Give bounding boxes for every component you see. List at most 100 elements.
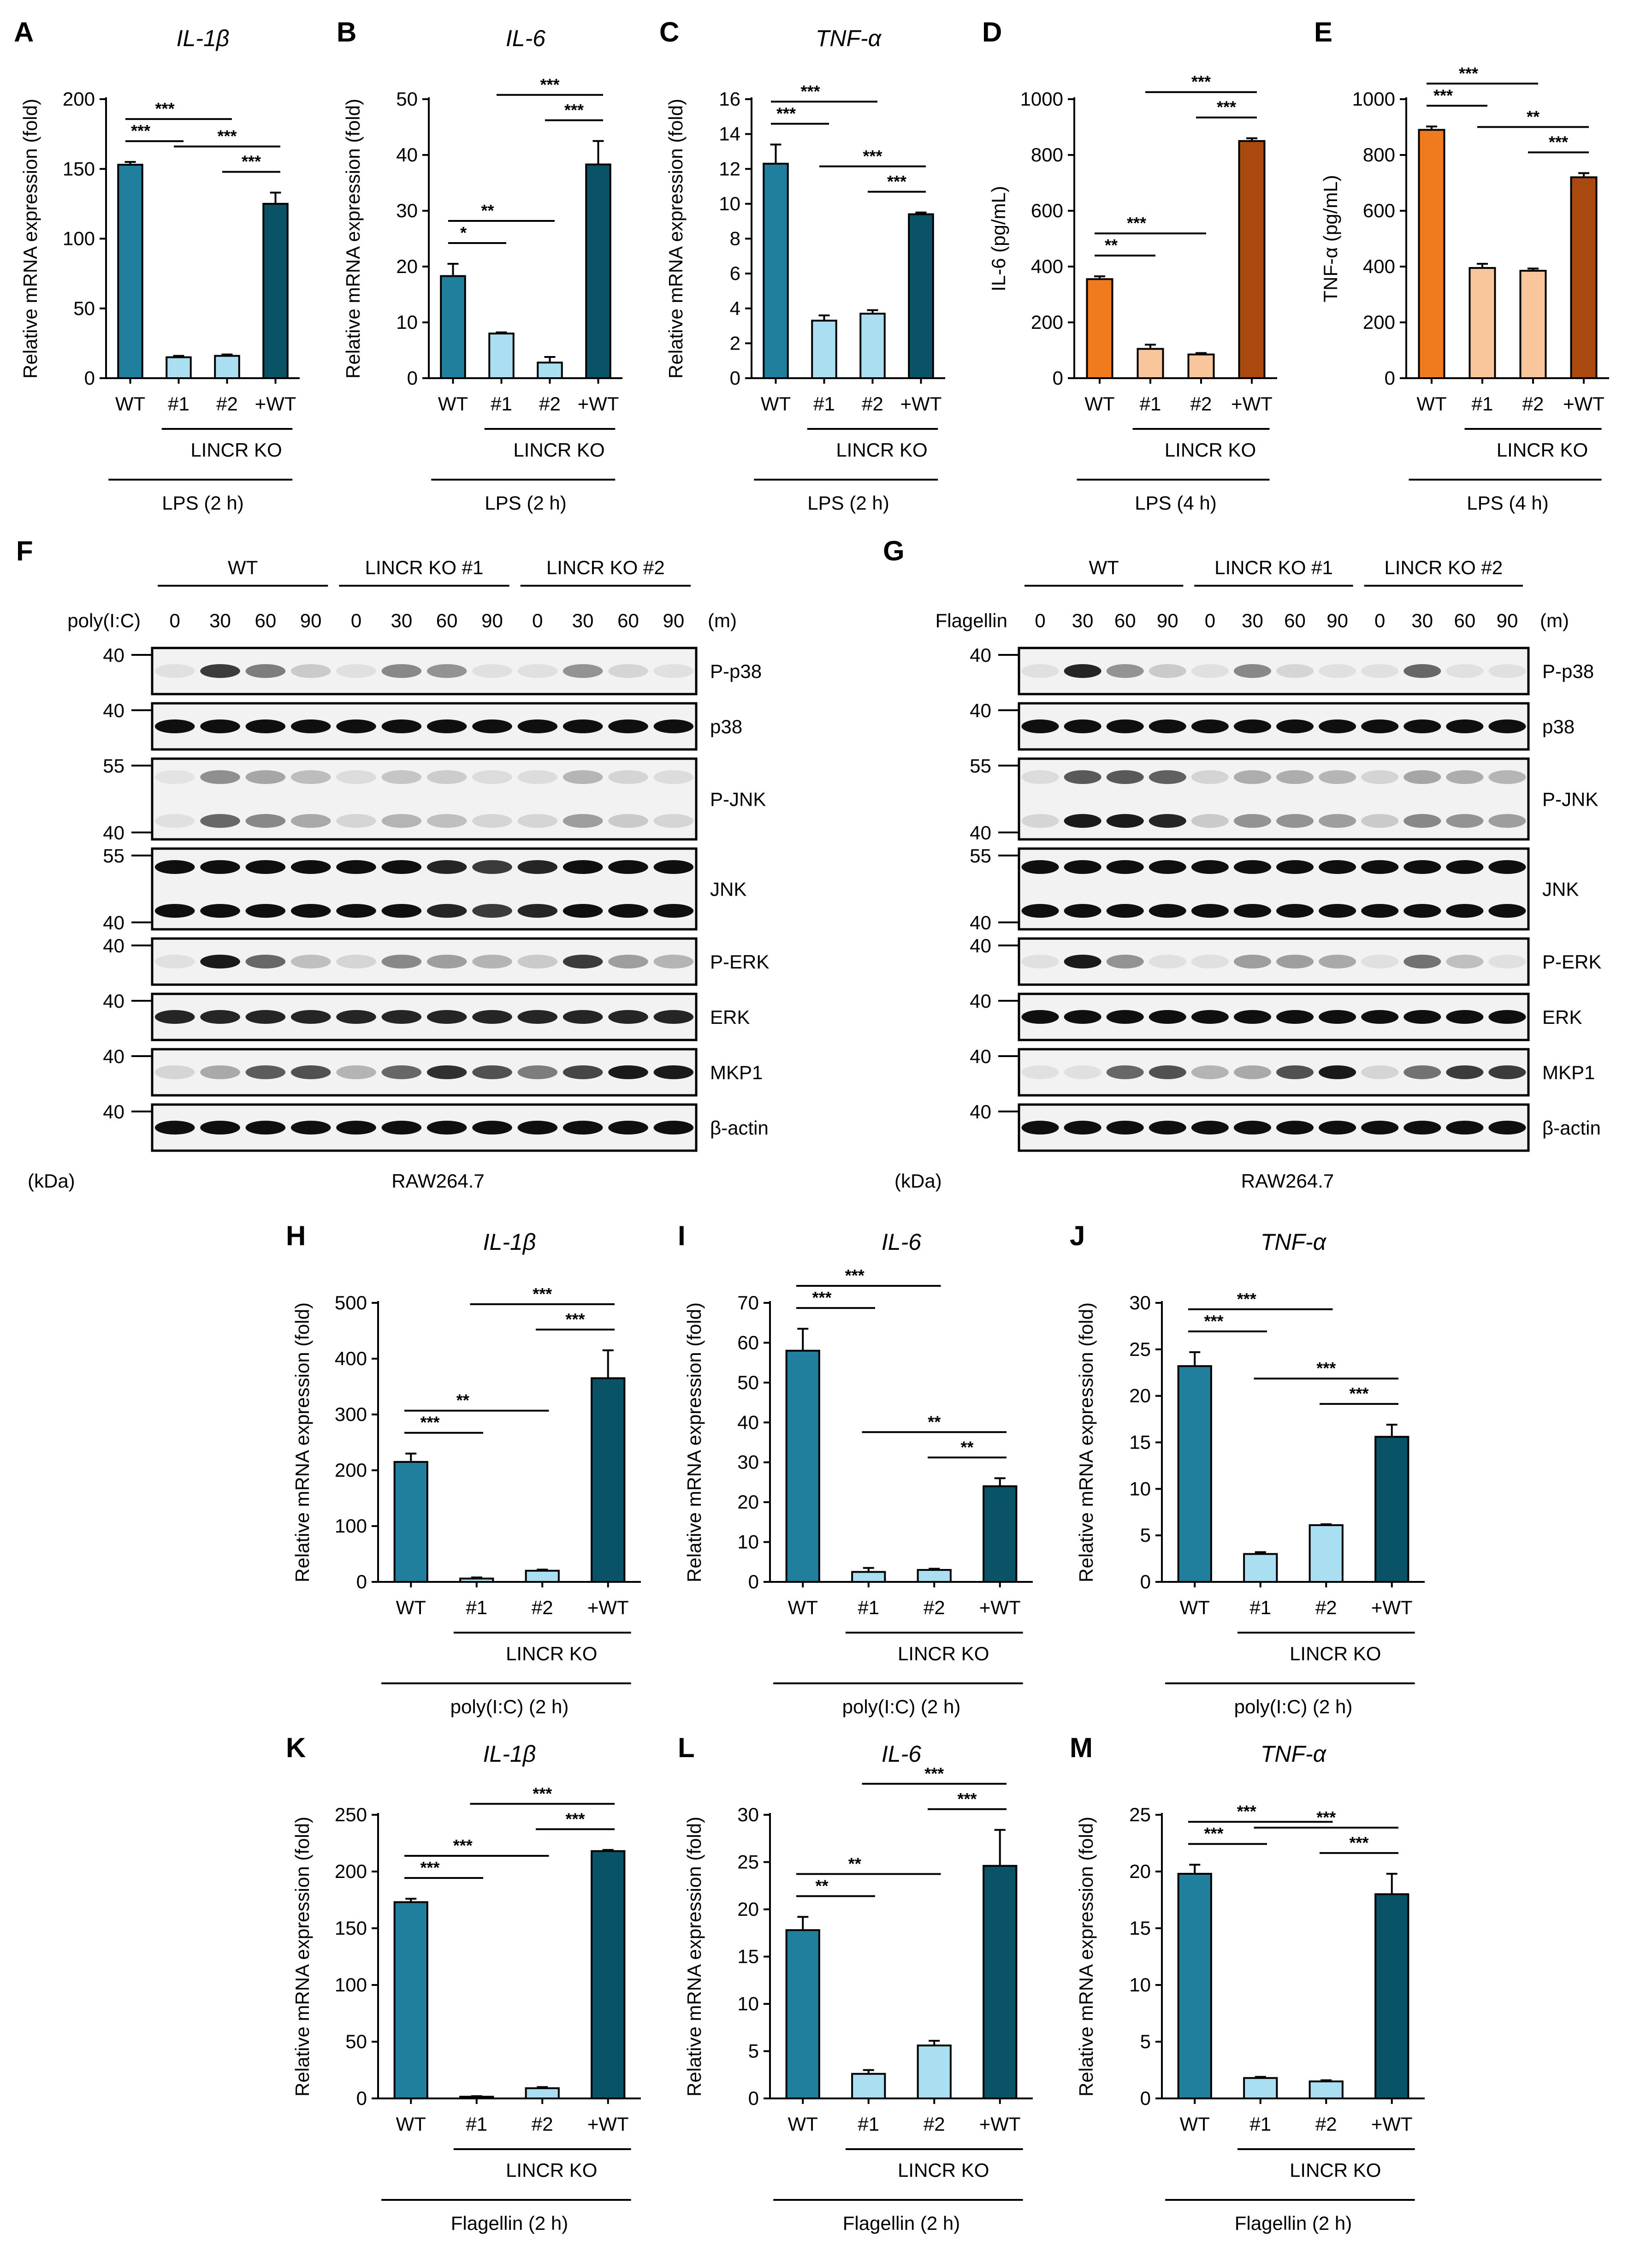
y-tick-label: 50 [396,88,418,110]
panel-letter: F [16,535,33,566]
blot-band [1446,860,1484,874]
blot-band [1361,904,1399,918]
blot-group-label: WT [1089,557,1119,578]
bar-2 [525,2087,560,2099]
blot-band [517,770,558,784]
blot-band [1361,664,1399,678]
panel-letter: G [883,535,905,566]
blot-band [1233,1065,1271,1079]
panel-j: J TNF-α Relative mRNA expression (fold) 0 5 1… [1056,1218,1448,1734]
blot-row-label: P-ERK [1542,951,1601,973]
y-tick-label: 300 [335,1403,367,1425]
blot-row-box [151,1103,698,1152]
y-tick-label: 200 [335,1459,367,1481]
blot-band [1233,814,1271,828]
y-tick-label: 10 [1129,1974,1151,1996]
blot-band [154,955,195,969]
y-tick-label: 20 [737,1898,759,1920]
x-tick-label: #1 [1249,2113,1271,2135]
panel-letter: M [1070,1732,1093,1763]
x-tick-label: #1 [1472,393,1493,415]
kda-marker-label: 40 [970,912,991,933]
panel-letter: J [1070,1220,1085,1251]
bar-wt [393,1901,428,2099]
blot-band [563,719,603,733]
blot-band [1064,814,1101,828]
group-label: LINCR KO [1290,2159,1381,2181]
significance-label: *** [420,1858,439,1877]
blot-band [200,955,240,969]
significance-label: *** [1204,1312,1223,1331]
blot-row-label: JNK [1542,879,1579,900]
x-tick-label: +WT [1371,1597,1413,1618]
blot-band [154,1065,195,1079]
blot-band [336,904,376,918]
blot-band [1233,955,1271,969]
blot-band [1233,770,1271,784]
bar-1 [1468,267,1496,380]
bar-wt [262,202,289,379]
significance-label: *** [1127,214,1146,232]
blot-band [290,1065,331,1079]
blot-band [608,860,648,874]
kda-marker-label: 40 [970,990,991,1012]
y-tick-label: 0 [730,367,740,389]
blot-band [1403,719,1441,733]
blot-band [381,1010,422,1024]
y-tick-label: 200 [335,1860,367,1882]
blot-band [1446,904,1484,918]
significance-label: * [460,223,467,242]
blot-row-label: P-JNK [1542,789,1598,810]
y-tick-label: 400 [335,1348,367,1369]
bar-wt [785,1349,820,1583]
y-tick-label: 100 [335,1974,367,1996]
group-label: LINCR KO [190,439,282,461]
blot-band [1361,814,1399,828]
panel-letter: C [659,17,679,48]
significance-label: *** [155,99,174,118]
x-tick-label: #2 [862,393,883,415]
blot-band [1319,664,1356,678]
kda-marker-label: 40 [103,935,124,957]
blot-g: G WT LINCR KO #1 LINCR KO #2 Flagellin 0 30 60 9… [883,535,1601,1192]
blot-band [1021,719,1059,733]
y-tick-label: 0 [748,2087,759,2109]
blot-band [1276,770,1314,784]
bar-2 [1309,2080,1344,2099]
y-tick-label: 200 [1363,311,1395,333]
y-tick-label: 16 [719,88,740,110]
y-tick-label: 400 [1031,256,1063,277]
blot-row-label: ERK [710,1006,750,1028]
bar-1 [488,333,515,380]
blot-band [1149,955,1186,969]
blot-band [563,664,603,678]
kda-marker-label: 40 [103,912,124,933]
y-tick-label: 10 [396,311,418,333]
chart-a: A IL-1β Relative mRNA expression (fold) 0 50… [14,17,300,514]
y-tick-label: 5 [748,2040,759,2062]
x-tick-label: #2 [1315,1597,1337,1618]
blot-band [1149,1065,1186,1079]
kda-marker-label: 55 [970,755,991,777]
blot-band [1319,1065,1356,1079]
blot-band [517,955,558,969]
chart-i: I IL-6 Relative mRNA expression (fold) 0 10 2… [678,1220,1033,1717]
chart-k: K IL-1β Relative mRNA expression (fold) 0 50… [286,1732,641,2234]
significance-label: *** [131,121,150,140]
group-label: LINCR KO [1165,439,1256,461]
timepoint-label: 60 [1454,610,1476,631]
blot-band [1403,770,1441,784]
blot-band [472,664,512,678]
significance-label: *** [565,1809,585,1828]
panel-c: C TNF-α Relative mRNA expression (fold) 0 2 4… [645,14,968,530]
significance-label: ** [456,1391,469,1410]
y-tick-label: 100 [335,1515,367,1537]
significance-label: *** [1349,1833,1368,1852]
blot-band [426,1065,467,1079]
timepoint-label: 60 [1114,610,1136,631]
y-tick-label: 200 [1031,311,1063,333]
significance-label: ** [1527,107,1539,126]
blot-row-label: P-JNK [710,789,766,810]
significance-label: *** [1459,64,1478,83]
y-tick-label: 8 [730,228,740,250]
